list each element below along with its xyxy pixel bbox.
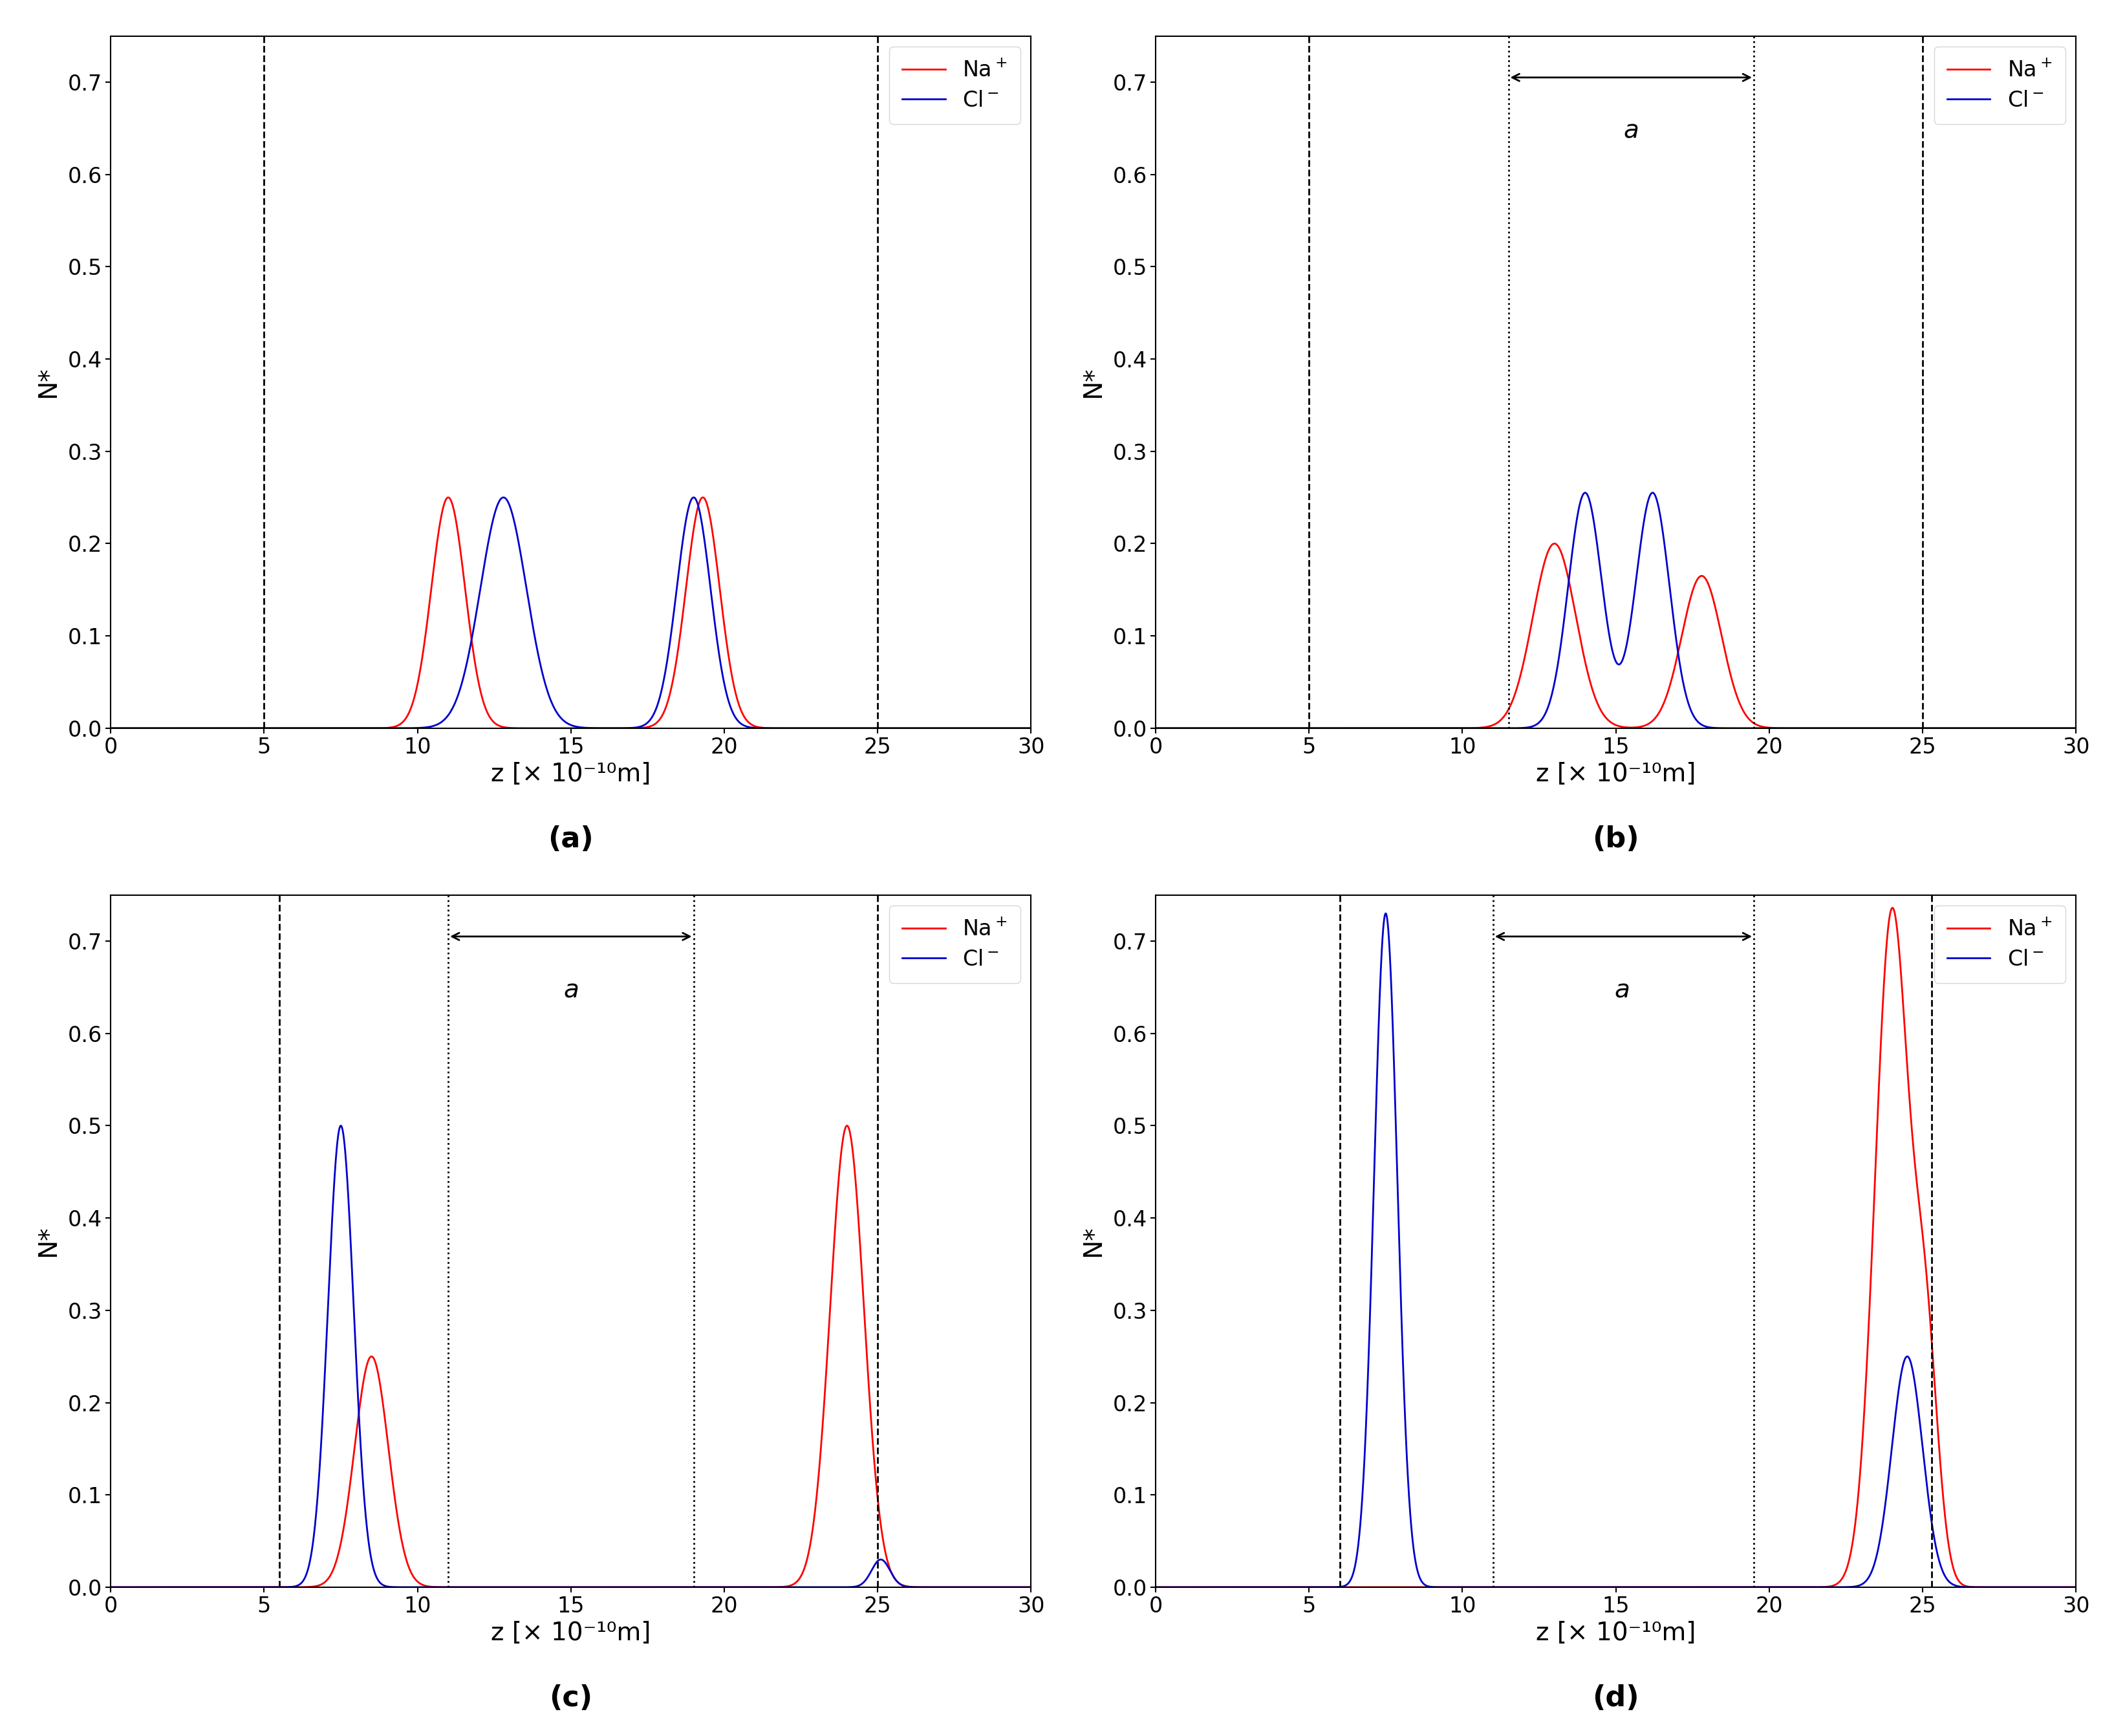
Y-axis label: N*: N* xyxy=(1080,366,1105,398)
Text: (a): (a) xyxy=(548,825,593,852)
Y-axis label: N*: N* xyxy=(1080,1226,1105,1257)
Text: a: a xyxy=(1624,120,1638,144)
Legend: Na$^+$, Cl$^-$: Na$^+$, Cl$^-$ xyxy=(888,47,1020,123)
Legend: Na$^+$, Cl$^-$: Na$^+$, Cl$^-$ xyxy=(1934,47,2066,123)
Y-axis label: N*: N* xyxy=(36,366,60,398)
X-axis label: z [× 10⁻¹⁰m]: z [× 10⁻¹⁰m] xyxy=(1534,1621,1696,1646)
Legend: Na$^+$, Cl$^-$: Na$^+$, Cl$^-$ xyxy=(1934,906,2066,983)
X-axis label: z [× 10⁻¹⁰m]: z [× 10⁻¹⁰m] xyxy=(1534,762,1696,786)
Y-axis label: N*: N* xyxy=(36,1226,60,1257)
Text: (b): (b) xyxy=(1592,825,1638,852)
Text: (d): (d) xyxy=(1592,1684,1638,1712)
Text: a: a xyxy=(1613,977,1630,1003)
Text: a: a xyxy=(563,977,578,1003)
Text: (c): (c) xyxy=(548,1684,593,1712)
X-axis label: z [× 10⁻¹⁰m]: z [× 10⁻¹⁰m] xyxy=(491,762,650,786)
Legend: Na$^+$, Cl$^-$: Na$^+$, Cl$^-$ xyxy=(888,906,1020,983)
X-axis label: z [× 10⁻¹⁰m]: z [× 10⁻¹⁰m] xyxy=(491,1621,650,1646)
